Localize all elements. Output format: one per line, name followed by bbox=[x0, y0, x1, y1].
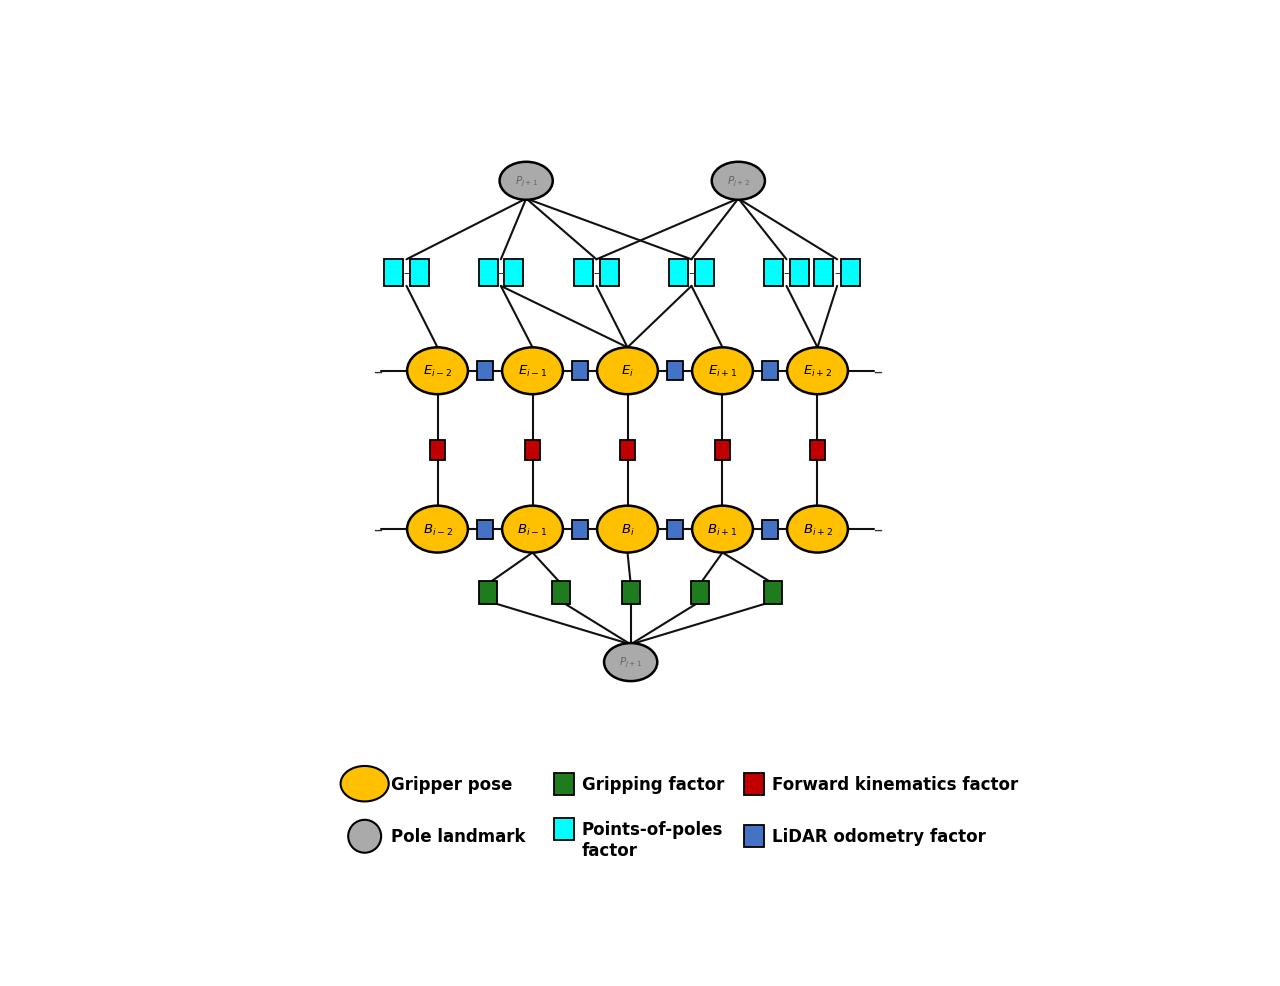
FancyBboxPatch shape bbox=[504, 260, 524, 287]
FancyBboxPatch shape bbox=[716, 441, 730, 460]
Ellipse shape bbox=[787, 348, 847, 394]
FancyBboxPatch shape bbox=[744, 773, 764, 795]
Text: Gripper pose: Gripper pose bbox=[392, 775, 513, 793]
Ellipse shape bbox=[692, 506, 753, 553]
Text: –: – bbox=[372, 521, 381, 538]
Text: $\mathit{B}_{i+1}$: $\mathit{B}_{i+1}$ bbox=[708, 522, 737, 537]
FancyBboxPatch shape bbox=[479, 260, 498, 287]
FancyBboxPatch shape bbox=[764, 260, 782, 287]
Ellipse shape bbox=[787, 506, 847, 553]
Text: Gripping factor: Gripping factor bbox=[582, 775, 724, 793]
FancyBboxPatch shape bbox=[600, 260, 620, 287]
Text: –: – bbox=[835, 267, 840, 280]
FancyBboxPatch shape bbox=[744, 825, 764, 848]
FancyBboxPatch shape bbox=[810, 441, 826, 460]
FancyBboxPatch shape bbox=[814, 260, 833, 287]
FancyBboxPatch shape bbox=[695, 260, 714, 287]
FancyBboxPatch shape bbox=[572, 520, 588, 539]
Text: factor: factor bbox=[582, 841, 637, 860]
FancyBboxPatch shape bbox=[622, 582, 640, 603]
FancyBboxPatch shape bbox=[477, 362, 493, 381]
Text: –: – bbox=[873, 521, 882, 538]
Text: $\mathit{E}_{i-1}$: $\mathit{E}_{i-1}$ bbox=[518, 364, 547, 379]
Text: $\mathit{P}_{j+1}$: $\mathit{P}_{j+1}$ bbox=[620, 656, 643, 669]
FancyBboxPatch shape bbox=[525, 441, 540, 460]
FancyBboxPatch shape bbox=[764, 582, 782, 603]
Text: –: – bbox=[689, 267, 695, 280]
Text: LiDAR odometry factor: LiDAR odometry factor bbox=[772, 827, 986, 845]
Ellipse shape bbox=[340, 766, 389, 802]
Text: $\mathit{B}_{i-2}$: $\mathit{B}_{i-2}$ bbox=[422, 522, 453, 537]
FancyBboxPatch shape bbox=[384, 260, 403, 287]
Ellipse shape bbox=[407, 348, 468, 394]
Ellipse shape bbox=[692, 348, 753, 394]
Ellipse shape bbox=[596, 348, 658, 394]
Ellipse shape bbox=[604, 644, 657, 681]
Text: –: – bbox=[594, 267, 599, 280]
Text: $\mathit{B}_{i+2}$: $\mathit{B}_{i+2}$ bbox=[803, 522, 832, 537]
Text: Forward kinematics factor: Forward kinematics factor bbox=[772, 775, 1018, 793]
Ellipse shape bbox=[407, 506, 468, 553]
Text: –: – bbox=[372, 363, 381, 381]
FancyBboxPatch shape bbox=[573, 260, 593, 287]
FancyBboxPatch shape bbox=[667, 362, 682, 381]
Text: $\mathit{P}_{j+1}$: $\mathit{P}_{j+1}$ bbox=[515, 175, 538, 188]
Ellipse shape bbox=[502, 348, 563, 394]
Ellipse shape bbox=[596, 506, 658, 553]
Ellipse shape bbox=[712, 163, 765, 200]
FancyBboxPatch shape bbox=[667, 520, 682, 539]
Circle shape bbox=[348, 820, 381, 853]
FancyBboxPatch shape bbox=[572, 362, 588, 381]
Text: –: – bbox=[498, 267, 504, 280]
FancyBboxPatch shape bbox=[552, 582, 570, 603]
Text: Pole landmark: Pole landmark bbox=[392, 827, 526, 845]
Text: $\mathit{E}_{i+1}$: $\mathit{E}_{i+1}$ bbox=[708, 364, 737, 379]
Text: –: – bbox=[873, 363, 882, 381]
Ellipse shape bbox=[499, 163, 553, 200]
Text: $\mathit{E}_i$: $\mathit{E}_i$ bbox=[621, 364, 634, 379]
FancyBboxPatch shape bbox=[691, 582, 709, 603]
FancyBboxPatch shape bbox=[554, 817, 575, 840]
Text: –: – bbox=[403, 267, 410, 280]
Text: $\mathit{E}_{i-2}$: $\mathit{E}_{i-2}$ bbox=[422, 364, 452, 379]
Text: –: – bbox=[783, 267, 790, 280]
FancyBboxPatch shape bbox=[430, 441, 445, 460]
FancyBboxPatch shape bbox=[620, 441, 635, 460]
FancyBboxPatch shape bbox=[411, 260, 429, 287]
FancyBboxPatch shape bbox=[668, 260, 687, 287]
Ellipse shape bbox=[502, 506, 563, 553]
Text: $\mathit{P}_{j+2}$: $\mathit{P}_{j+2}$ bbox=[727, 175, 750, 188]
Text: $\mathit{B}_{i-1}$: $\mathit{B}_{i-1}$ bbox=[517, 522, 548, 537]
FancyBboxPatch shape bbox=[841, 260, 860, 287]
Text: $\mathit{E}_{i+2}$: $\mathit{E}_{i+2}$ bbox=[803, 364, 832, 379]
FancyBboxPatch shape bbox=[763, 520, 777, 539]
FancyBboxPatch shape bbox=[763, 362, 777, 381]
FancyBboxPatch shape bbox=[554, 773, 575, 795]
Text: $\mathit{B}_i$: $\mathit{B}_i$ bbox=[621, 522, 635, 537]
FancyBboxPatch shape bbox=[479, 582, 497, 603]
FancyBboxPatch shape bbox=[477, 520, 493, 539]
FancyBboxPatch shape bbox=[790, 260, 809, 287]
Text: Points-of-poles: Points-of-poles bbox=[582, 819, 723, 838]
